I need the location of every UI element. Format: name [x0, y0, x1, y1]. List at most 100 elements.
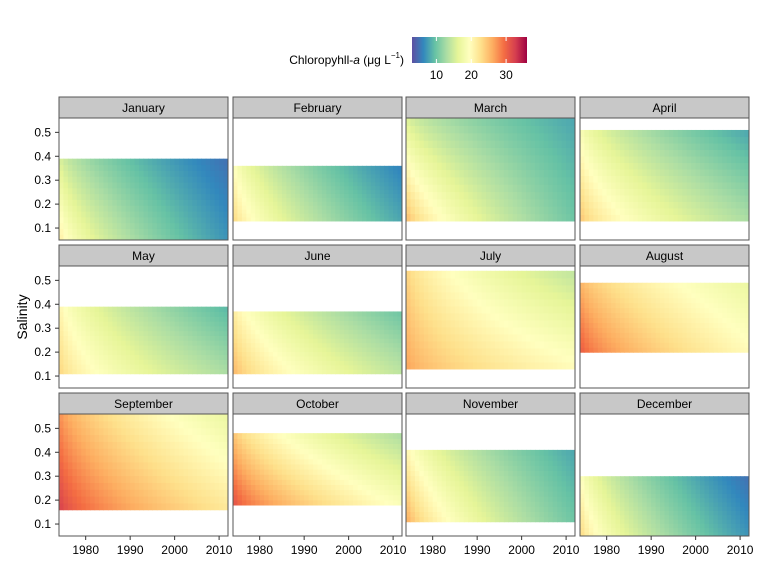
heatmap-cell [313, 209, 318, 214]
heatmap-cell [148, 364, 153, 369]
heatmap-cell [179, 307, 184, 312]
heatmap-cell [611, 342, 616, 348]
heatmap-cell [126, 496, 131, 503]
heatmap-cell [673, 188, 678, 195]
heatmap-cell [580, 169, 585, 176]
heatmap-cell [513, 292, 518, 300]
heatmap-cell [59, 455, 64, 462]
heatmap-cell [718, 322, 723, 328]
heatmap-cell [410, 334, 415, 342]
heatmap-cell [647, 332, 652, 338]
heatmap-cell [651, 201, 656, 208]
heatmap-cell [584, 288, 589, 294]
heatmap-cell [95, 476, 100, 483]
heatmap-cell [557, 169, 562, 177]
heatmap-cell [499, 206, 504, 214]
heatmap-cell [86, 462, 91, 469]
heatmap-cell [166, 199, 171, 205]
heatmap-cell [233, 334, 238, 339]
heatmap-cell [620, 208, 625, 215]
heatmap-cell [517, 118, 522, 126]
heatmap-cell [450, 191, 455, 199]
heatmap-cell [170, 421, 175, 428]
heatmap-cell [491, 169, 496, 177]
heatmap-cell [273, 369, 278, 374]
heatmap-cell [616, 308, 621, 314]
heatmap-cell [286, 347, 291, 352]
heatmap-cell [696, 327, 701, 333]
heatmap-cell [736, 130, 741, 137]
heatmap-cell [260, 334, 265, 339]
heatmap-cell [175, 441, 180, 448]
heatmap-cell [117, 199, 122, 205]
y-tick-label: 0.3 [34, 469, 51, 483]
legend-title-prefix: Chloropyhll- [289, 53, 353, 67]
heatmap-cell [691, 136, 696, 143]
heatmap-cell [81, 462, 86, 469]
heatmap-cell [495, 206, 500, 214]
y-tick-label: 0.1 [34, 517, 51, 531]
heatmap-cell [59, 350, 64, 355]
heatmap-cell [242, 316, 247, 321]
heatmap-cell [406, 125, 411, 133]
heatmap-cell [210, 441, 215, 448]
heatmap-cell [179, 441, 184, 448]
heatmap-cell [656, 347, 661, 353]
heatmap-cell [371, 189, 376, 194]
heatmap-cell [210, 359, 215, 364]
heatmap-cell [130, 462, 135, 469]
heatmap-cell [544, 155, 549, 163]
heatmap-cell [59, 326, 64, 331]
heatmap-cell [206, 311, 211, 316]
heatmap-cell [77, 359, 82, 364]
heatmap-cell [437, 348, 442, 356]
heatmap-cell [544, 292, 549, 300]
heatmap-cell [371, 356, 376, 361]
heatmap-cell [99, 421, 104, 428]
heatmap-cell [410, 191, 415, 199]
heatmap-cell [611, 130, 616, 137]
heatmap-cell [166, 311, 171, 316]
heatmap-cell [358, 320, 363, 325]
heatmap-cell [219, 331, 224, 336]
heatmap-cell [393, 201, 398, 206]
heatmap-cell [696, 312, 701, 318]
heatmap-cell [504, 292, 509, 300]
heatmap-cell [665, 322, 670, 328]
heatmap-cell [246, 170, 251, 175]
heatmap-cell [709, 322, 714, 328]
heatmap-cell [349, 356, 354, 361]
heatmap-cell [410, 206, 415, 214]
heatmap-cell [526, 184, 531, 192]
heatmap-cell [219, 205, 224, 211]
heatmap-cell [277, 320, 282, 325]
heatmap-cell [437, 341, 442, 349]
heatmap-cell [358, 209, 363, 214]
facet-strip-label: January [122, 101, 165, 115]
heatmap-cell [611, 347, 616, 353]
heatmap-cell [580, 149, 585, 156]
heatmap-cell [335, 351, 340, 356]
heatmap-cell [219, 340, 224, 345]
heatmap-cell [144, 369, 149, 374]
heatmap-cell [713, 342, 718, 348]
heatmap-cell [499, 169, 504, 177]
heatmap-cell [121, 199, 126, 205]
heatmap-cell [727, 143, 732, 150]
heatmap-cell [620, 130, 625, 137]
heatmap-cell [598, 143, 603, 150]
heatmap-cell [393, 320, 398, 325]
heatmap-cell [468, 184, 473, 192]
heatmap-cell [598, 293, 603, 299]
heatmap-cell [246, 464, 251, 470]
heatmap-cell [353, 343, 358, 348]
heatmap-cell [344, 205, 349, 210]
heatmap-cell [95, 496, 100, 503]
heatmap-cell [86, 435, 91, 442]
heatmap-cell [72, 159, 77, 165]
heatmap-cell [665, 283, 670, 289]
heatmap-cell [126, 364, 131, 369]
heatmap-cell [59, 421, 64, 428]
heatmap-cell [499, 155, 504, 163]
heatmap-cell [433, 334, 438, 342]
